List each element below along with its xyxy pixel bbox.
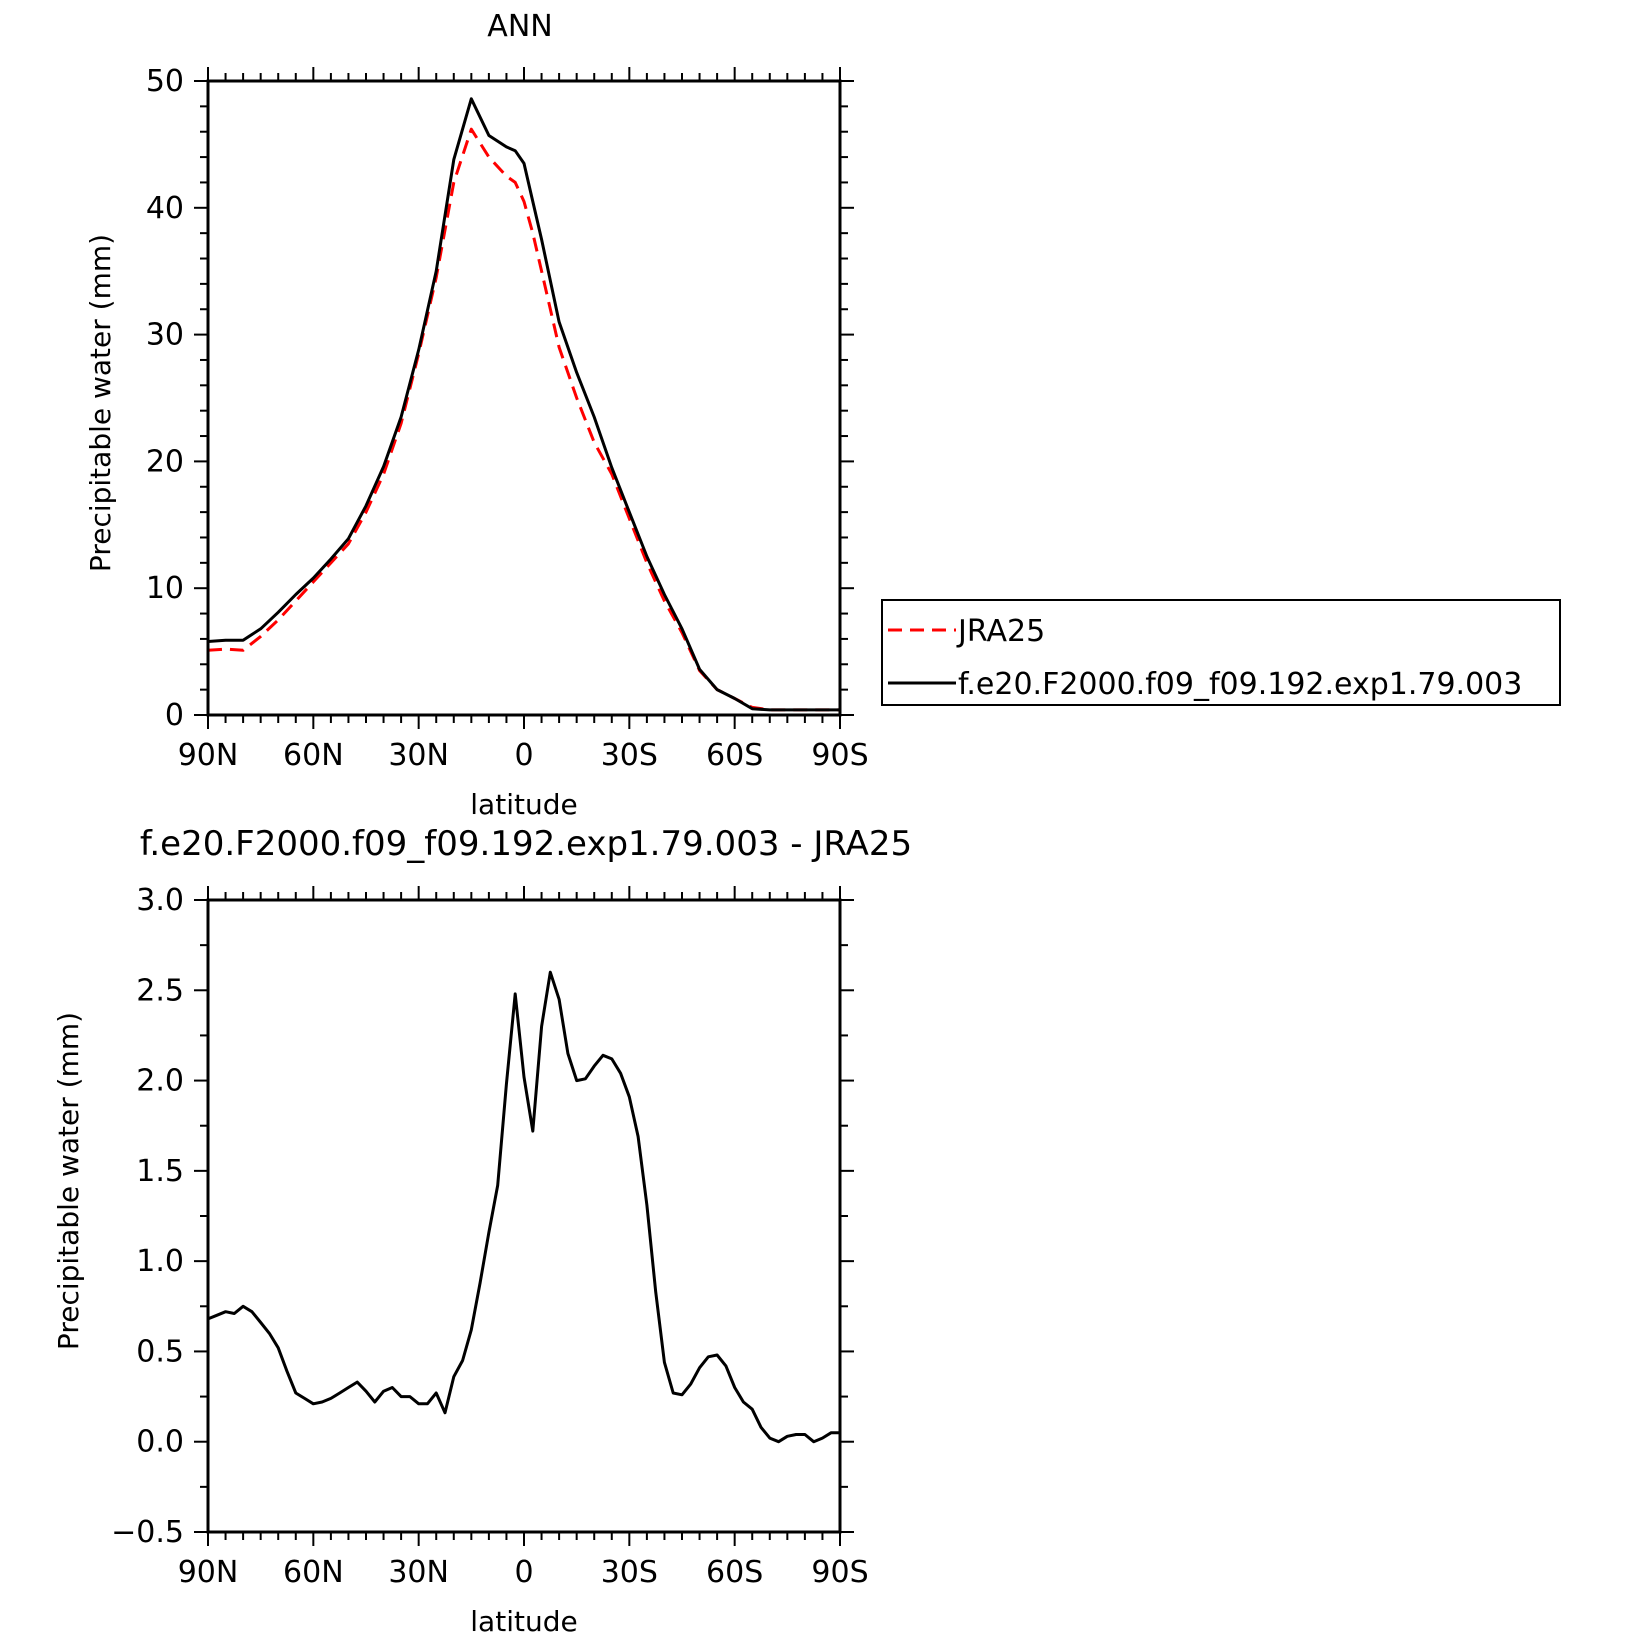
y-tick-label: 20 xyxy=(146,444,184,479)
y-tick-label: 0 xyxy=(165,698,184,733)
bottom-axis-ticks xyxy=(194,886,854,1546)
x-tick-label: 90S xyxy=(811,738,868,773)
x-tick-label: 30N xyxy=(388,1555,449,1590)
legend-label-jra25: JRA25 xyxy=(956,614,1045,649)
y-tick-label: 3.0 xyxy=(136,883,184,918)
y-tick-label: 30 xyxy=(146,318,184,353)
top-x-axis-label: latitude xyxy=(470,788,577,821)
y-tick-label: 1.0 xyxy=(136,1244,184,1279)
legend: JRA25 f.e20.F2000.f09_f09.192.exp1.79.00… xyxy=(881,599,1561,706)
x-tick-label: 60S xyxy=(706,1555,763,1590)
y-tick-label: 2.0 xyxy=(136,1064,184,1099)
y-tick-label: 50 xyxy=(146,64,184,99)
series-line-model xyxy=(207,97,840,712)
x-tick-label: 90S xyxy=(811,1555,868,1590)
bottom-plot-lines xyxy=(207,970,840,1444)
top-plot-lines xyxy=(207,97,840,712)
x-tick-label: 0 xyxy=(514,738,533,773)
y-tick-label: 0.5 xyxy=(136,1334,184,1369)
top-y-tick-labels: 0 10 20 30 40 50 xyxy=(146,64,184,733)
x-tick-label: 30N xyxy=(388,738,449,773)
top-plot-frame xyxy=(206,79,842,717)
top-x-tick-labels: 90N 60N 30N 0 30S 60S 90S xyxy=(178,738,869,773)
y-tick-label: −0.5 xyxy=(111,1515,184,1550)
y-tick-label: 40 xyxy=(146,191,184,226)
x-tick-label: 60S xyxy=(706,738,763,773)
top-y-axis-label: Precipitable water (mm) xyxy=(84,234,117,572)
x-tick-label: 30S xyxy=(601,1555,658,1590)
x-tick-label: 0 xyxy=(514,1555,533,1590)
difference-line xyxy=(207,970,840,1444)
top-chart-title: ANN xyxy=(487,9,552,44)
y-tick-label: 1.5 xyxy=(136,1154,184,1189)
legend-label-model: f.e20.F2000.f09_f09.192.exp1.79.003 xyxy=(958,667,1522,702)
x-tick-label: 60N xyxy=(283,738,344,773)
bottom-chart-title: f.e20.F2000.f09_f09.192.exp1.79.003 - JR… xyxy=(140,824,912,864)
bottom-plot-frame xyxy=(206,898,842,1534)
x-tick-label: 90N xyxy=(178,1555,239,1590)
bottom-y-axis-label: Precipitable water (mm) xyxy=(52,1012,85,1350)
series-line-jra25 xyxy=(207,127,840,712)
legend-box xyxy=(881,599,1561,706)
x-tick-label: 60N xyxy=(283,1555,344,1590)
bottom-y-tick-labels: −0.5 0.0 0.5 1.0 1.5 2.0 2.5 3.0 xyxy=(111,883,184,1550)
bottom-panel: f.e20.F2000.f09_f09.192.exp1.79.003 - JR… xyxy=(52,824,912,1638)
x-tick-label: 30S xyxy=(601,738,658,773)
bottom-x-tick-labels: 90N 60N 30N 0 30S 60S 90S xyxy=(178,1555,869,1590)
y-tick-label: 2.5 xyxy=(136,973,184,1008)
top-panel: ANN Precipitable water (mm) 90N 60N 30N 0 30… xyxy=(84,9,1561,821)
y-tick-label: 10 xyxy=(146,571,184,606)
x-tick-label: 90N xyxy=(178,738,239,773)
bottom-x-axis-label: latitude xyxy=(470,1605,577,1638)
y-tick-label: 0.0 xyxy=(136,1425,184,1460)
